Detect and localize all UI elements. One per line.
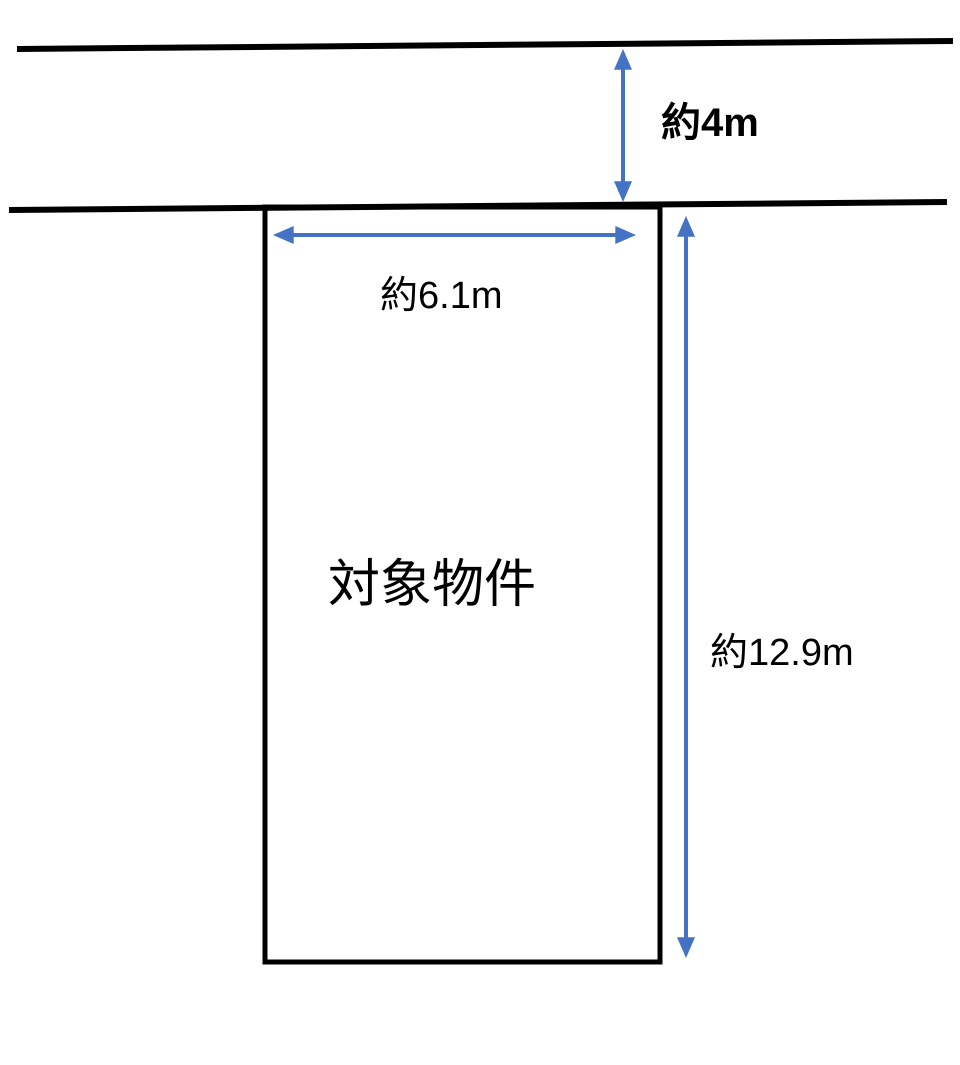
plot-title-label: 対象物件 xyxy=(328,542,536,617)
plot-height-label: 約12.9m xyxy=(710,621,854,676)
diagram-canvas: 約4m 約6.1m 約12.9m 対象物件 xyxy=(0,0,960,1065)
road-gap-label: 約4m xyxy=(661,90,759,148)
diagram-svg xyxy=(0,0,960,1065)
plot-width-label: 約6.1m xyxy=(380,264,502,319)
